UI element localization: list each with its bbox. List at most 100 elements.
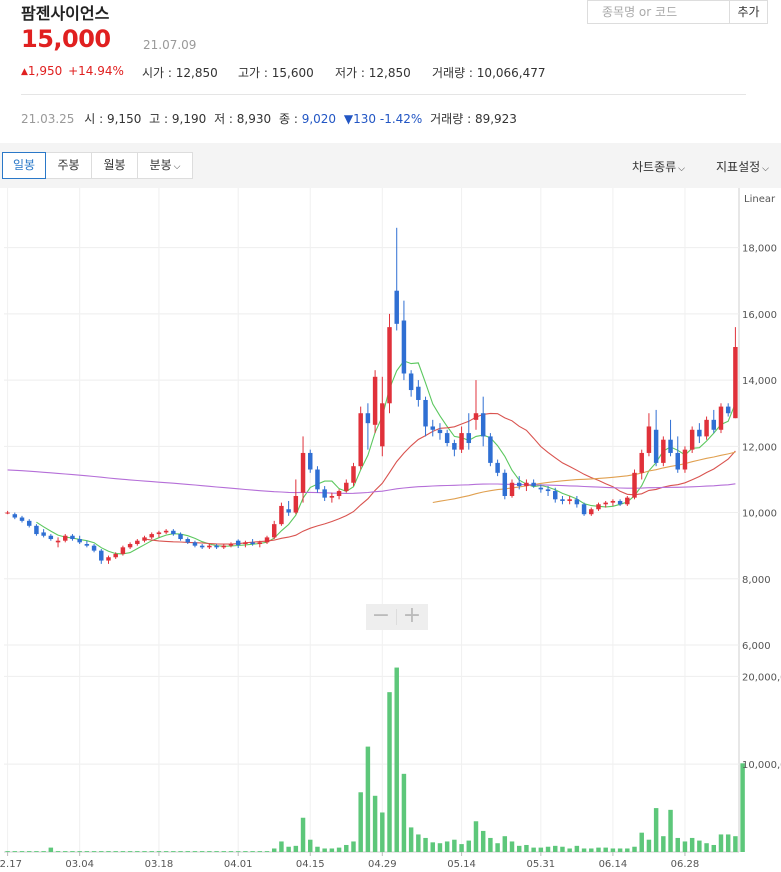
candle <box>718 403 724 434</box>
candle <box>300 436 306 503</box>
volume-bar <box>243 851 248 852</box>
volume-bar <box>740 763 745 852</box>
volume-bar <box>5 851 10 852</box>
hover-volume: 거래량 : 89,923 <box>430 112 517 126</box>
candle-body <box>502 472 508 496</box>
candle <box>149 532 154 540</box>
volume-bar <box>41 851 46 852</box>
candle-body <box>84 544 90 546</box>
candle <box>516 476 522 490</box>
candle-body <box>70 535 75 540</box>
volume-bar <box>380 812 385 852</box>
candle-body <box>394 290 399 324</box>
volume-bar <box>271 848 277 852</box>
ma5-line <box>36 360 736 555</box>
candle-body <box>653 429 659 463</box>
candle-body <box>91 545 97 551</box>
candle <box>596 502 601 511</box>
candle-body <box>250 542 255 545</box>
candle-body <box>156 532 162 535</box>
volume-bar <box>308 839 313 852</box>
candle <box>135 539 140 546</box>
candle-body <box>574 499 580 505</box>
candle-body <box>545 489 551 492</box>
candle <box>444 429 450 447</box>
volume-bar <box>135 851 140 852</box>
candle-body <box>365 413 371 424</box>
add-button[interactable]: 추가 <box>730 0 768 24</box>
volume-bar <box>574 845 580 852</box>
volume-bar <box>625 848 630 852</box>
volume-bar <box>589 848 594 852</box>
candle-body <box>581 504 587 515</box>
zoom-in-button[interactable]: + <box>402 603 422 628</box>
candle-body <box>495 462 500 473</box>
candle <box>589 507 594 516</box>
price-tick-label: 18,000 <box>742 244 777 255</box>
candle-body <box>610 500 616 503</box>
search-box[interactable] <box>587 0 732 24</box>
candle-body <box>430 426 435 430</box>
candle <box>725 403 731 417</box>
candle <box>704 416 709 440</box>
volume-bar <box>516 845 522 852</box>
tab-daily[interactable]: 일봉 <box>2 152 46 179</box>
volume-bar <box>351 841 356 852</box>
candle-body <box>372 376 378 425</box>
x-tick-label: 03.04 <box>65 859 94 870</box>
volume-bar <box>372 795 378 852</box>
volume-bar <box>675 837 680 852</box>
candle-body <box>437 429 443 434</box>
candle <box>553 487 558 503</box>
chart-type-menu[interactable]: 차트종류 ⌵ <box>632 160 685 174</box>
tab-monthly[interactable]: 월봉 <box>91 152 138 179</box>
stock-chart[interactable]: 6,000 8,000 10,000 12,000 14,000 16,000 18,000… <box>0 188 781 872</box>
chevron-down-icon: ⌵ <box>173 162 181 172</box>
x-tick-label: 03.18 <box>145 859 174 870</box>
volume-bar <box>459 844 464 852</box>
volume-bar <box>416 834 421 852</box>
candle-body <box>488 436 493 463</box>
tab-weekly[interactable]: 주봉 <box>45 152 92 179</box>
down-arrow-icon: ▼ <box>343 112 354 126</box>
candle-body <box>452 443 457 450</box>
tab-minute[interactable]: 분봉 ⌵ <box>137 152 193 179</box>
candle <box>185 537 190 545</box>
candle <box>250 539 255 546</box>
zoom-out-button[interactable]: − <box>371 603 391 628</box>
candle <box>322 486 327 501</box>
volume-bar <box>524 844 529 852</box>
candle <box>733 327 738 419</box>
candle <box>99 548 104 564</box>
volume-bar <box>661 836 666 852</box>
search-input[interactable] <box>588 1 732 23</box>
candle-body <box>596 504 601 510</box>
volume-bar <box>207 851 212 852</box>
price-tick-label: 6,000 <box>742 641 771 652</box>
candle-body <box>214 545 219 548</box>
indicator-menu[interactable]: 지표설정 ⌵ <box>716 160 769 174</box>
candle <box>84 540 90 548</box>
volume-bar <box>365 746 371 852</box>
volume-bar <box>77 851 82 852</box>
candle <box>336 489 342 500</box>
volume-bar <box>221 851 227 852</box>
candle <box>214 544 219 549</box>
candle-body <box>682 449 688 470</box>
hover-change: ▼130 -1.42% <box>343 112 423 126</box>
volume-bar <box>185 851 190 852</box>
volume-bar <box>235 851 241 852</box>
volume-bar <box>84 851 90 852</box>
scale-label: Linear <box>744 194 776 205</box>
volume-bar <box>91 851 97 852</box>
volume-bar <box>344 844 349 852</box>
candle <box>682 446 688 473</box>
candle <box>387 313 392 414</box>
volume-bar <box>682 841 688 852</box>
volume-value: 10,066,477 <box>476 66 546 80</box>
volume-bar <box>336 847 342 852</box>
candle-body <box>120 547 126 554</box>
candle-body <box>77 539 82 543</box>
candle <box>91 544 97 553</box>
volume-bar <box>668 809 673 852</box>
